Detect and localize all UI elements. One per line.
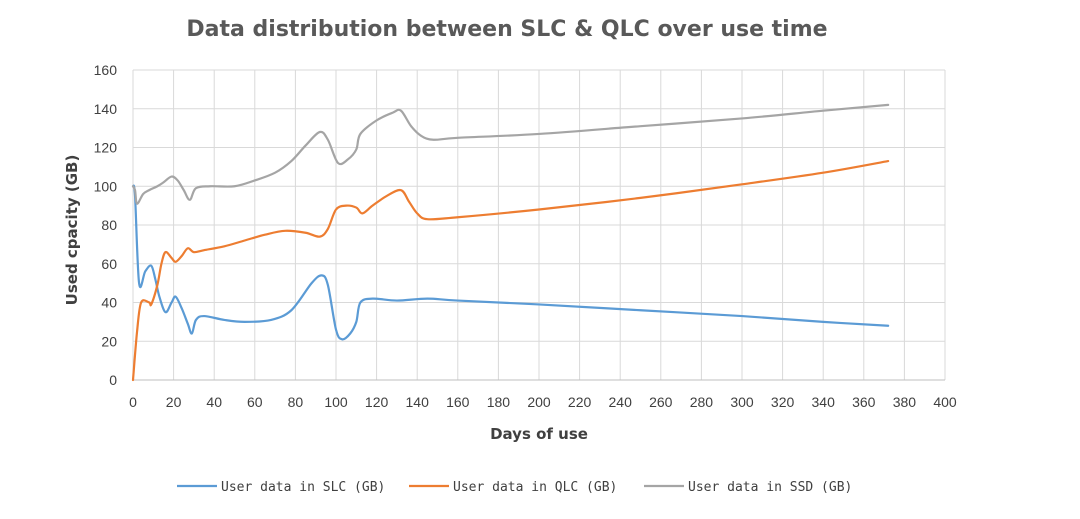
y-tick-label: 120 <box>94 140 118 156</box>
y-tick-label: 140 <box>94 101 118 117</box>
x-tick-label: 380 <box>893 394 917 410</box>
legend-label: User data in SSD (GB) <box>688 480 852 495</box>
x-tick-label: 100 <box>324 394 348 410</box>
x-tick-label: 0 <box>129 394 137 410</box>
y-tick-label: 160 <box>94 62 118 78</box>
chart-title: Data distribution between SLC & QLC over… <box>186 17 827 42</box>
x-tick-label: 340 <box>812 394 836 410</box>
legend: User data in SLC (GB) User data in QLC (G… <box>177 480 852 495</box>
grid <box>132 69 946 380</box>
y-axis-title: Used cpacity (GB) <box>63 155 81 306</box>
x-tick-label: 180 <box>487 394 511 410</box>
x-tick-label: 220 <box>568 394 592 410</box>
y-tick-label: 80 <box>101 217 117 233</box>
legend-label: User data in SLC (GB) <box>221 480 385 495</box>
x-tick-label: 320 <box>771 394 795 410</box>
x-tick-label: 400 <box>933 394 957 410</box>
series-line-slc <box>131 184 890 341</box>
y-tick-label: 40 <box>101 295 117 311</box>
x-tick-label: 260 <box>649 394 673 410</box>
x-tick-label: 120 <box>365 394 389 410</box>
y-tick-label: 0 <box>109 372 117 388</box>
x-tick-label: 240 <box>609 394 633 410</box>
x-tick-label: 80 <box>288 394 304 410</box>
x-tick-label: 200 <box>527 394 551 410</box>
series-group <box>131 103 890 382</box>
x-tick-label: 140 <box>406 394 430 410</box>
x-axis-title: Days of use <box>490 425 588 443</box>
y-tick-label: 20 <box>101 333 117 349</box>
x-tick-label: 300 <box>730 394 754 410</box>
x-tick-label: 280 <box>690 394 714 410</box>
axes: 0 20 40 60 80 100 120 140 160 0 20 40 60 80 100 120 140 1… <box>94 62 957 410</box>
x-tick-label: 160 <box>446 394 470 410</box>
y-tick-label: 100 <box>94 178 118 194</box>
legend-label: User data in QLC (GB) <box>453 480 617 495</box>
series-line-ssd <box>131 103 890 205</box>
x-tick-label: 40 <box>206 394 222 410</box>
x-tick-label: 20 <box>166 394 182 410</box>
y-tick-label: 60 <box>101 256 117 272</box>
x-tick-label: 360 <box>852 394 876 410</box>
series-line-qlc <box>131 159 890 382</box>
x-tick-label: 60 <box>247 394 263 410</box>
